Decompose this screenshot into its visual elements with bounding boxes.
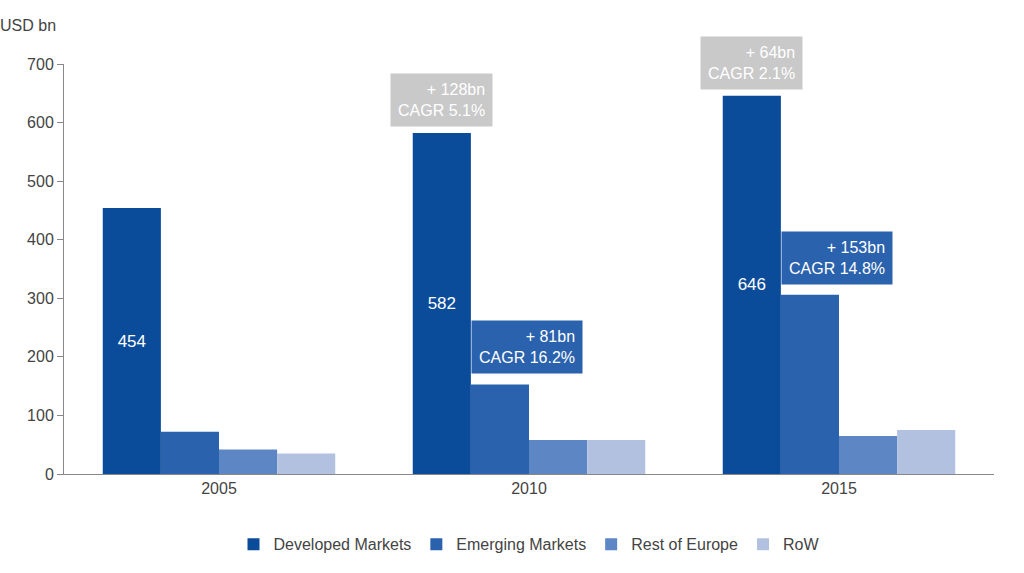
svg-text:100: 100 [27, 407, 54, 424]
svg-text:454: 454 [118, 332, 146, 351]
svg-text:2010: 2010 [511, 480, 547, 497]
svg-text:200: 200 [27, 348, 54, 365]
svg-text:700: 700 [27, 56, 54, 73]
svg-text:Developed Markets: Developed Markets [274, 536, 412, 553]
svg-text:2015: 2015 [821, 480, 857, 497]
svg-text:+ 81bnCAGR 16.2%: + 81bnCAGR 16.2% [479, 328, 575, 366]
svg-text:RoW: RoW [783, 536, 819, 553]
svg-text:+ 153bnCAGR 14.8%: + 153bnCAGR 14.8% [789, 239, 885, 277]
svg-text:582: 582 [428, 294, 456, 313]
svg-text:0: 0 [45, 466, 54, 483]
svg-text:Rest of Europe: Rest of Europe [631, 536, 738, 553]
svg-text:+ 128bnCAGR 5.1%: + 128bnCAGR 5.1% [398, 81, 485, 119]
svg-text:646: 646 [738, 275, 766, 294]
svg-text:500: 500 [27, 173, 54, 190]
svg-text:+ 64bnCAGR 2.1%: + 64bnCAGR 2.1% [708, 44, 795, 82]
svg-text:2005: 2005 [201, 480, 237, 497]
svg-text:600: 600 [27, 114, 54, 131]
svg-text:USD bn: USD bn [0, 17, 56, 34]
svg-text:400: 400 [27, 231, 54, 248]
svg-text:300: 300 [27, 290, 54, 307]
svg-text:Emerging Markets: Emerging Markets [456, 536, 586, 553]
